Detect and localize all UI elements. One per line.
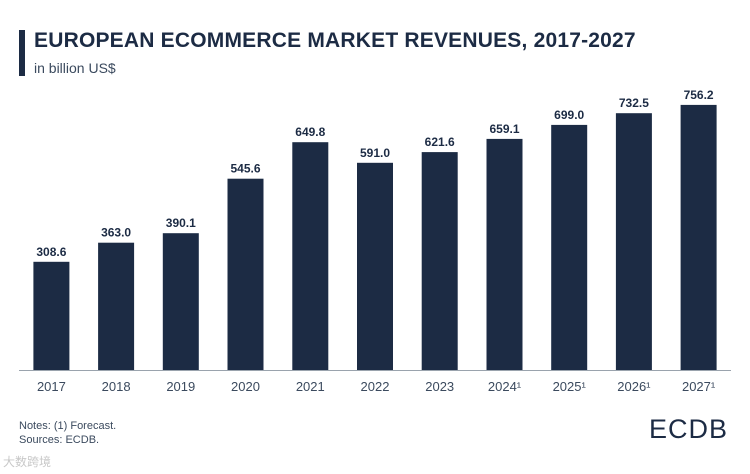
watermark: 大数跨境 — [3, 455, 52, 469]
bar-2 — [162, 233, 199, 370]
value-label-10: 756.2 — [684, 88, 714, 102]
value-label-5: 591.0 — [360, 146, 390, 160]
x-tick-label-3: 2020 — [231, 379, 260, 394]
x-tick-label-6: 2023 — [425, 379, 454, 394]
value-label-0: 308.6 — [36, 245, 66, 259]
value-label-8: 699.0 — [554, 108, 584, 122]
bar-6 — [421, 152, 458, 370]
bar-1 — [98, 242, 135, 370]
bar-5 — [357, 162, 393, 370]
value-label-6: 621.6 — [425, 135, 455, 149]
bar-3 — [227, 178, 264, 370]
x-tick-label-9: 2026¹ — [617, 379, 651, 394]
chart-title: EUROPEAN ECOMMERCE MARKET REVENUES, 2017… — [34, 29, 636, 52]
x-tick-label-0: 2017 — [37, 379, 66, 394]
sources-line: Sources: ECDB. — [19, 434, 100, 446]
value-label-3: 545.6 — [230, 162, 260, 176]
value-label-4: 649.8 — [295, 125, 325, 139]
x-tick-label-10: 2027¹ — [682, 379, 716, 394]
notes-block: Notes: (1) Forecast. Sources: ECDB. — [19, 419, 116, 447]
value-label-2: 390.1 — [166, 216, 196, 230]
x-tick-label-7: 2024¹ — [488, 379, 522, 394]
notes-line: Notes: (1) Forecast. — [19, 420, 117, 432]
value-label-9: 732.5 — [619, 96, 649, 110]
chart-subtitle: in billion US$ — [34, 60, 116, 76]
bar-8 — [551, 124, 588, 371]
value-label-1: 363.0 — [101, 226, 131, 240]
ecdb-logo: ECDB — [648, 414, 728, 444]
x-tick-label-4: 2021 — [296, 379, 325, 394]
x-tick-label-1: 2018 — [102, 379, 131, 394]
bar-0 — [33, 261, 70, 370]
bar-9 — [615, 113, 652, 370]
bar-7 — [486, 138, 523, 370]
x-tick-label-2: 2019 — [166, 379, 195, 394]
bar-4 — [292, 142, 329, 370]
value-label-7: 659.1 — [489, 122, 519, 136]
bar-10 — [680, 104, 717, 371]
title-accent-bar — [19, 30, 25, 76]
x-tick-label-8: 2025¹ — [553, 379, 587, 394]
x-tick-label-5: 2022 — [361, 379, 390, 394]
